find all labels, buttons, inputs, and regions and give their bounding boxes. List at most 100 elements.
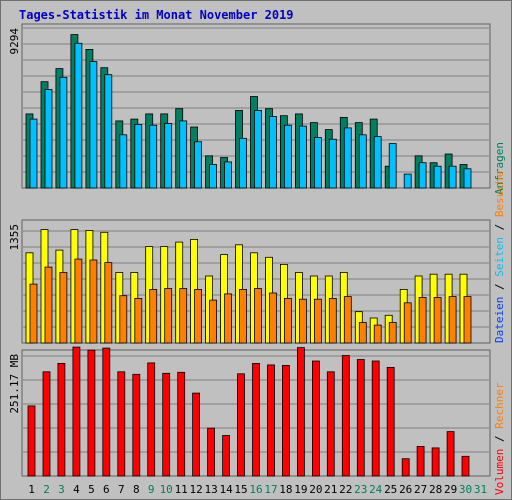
- x-tick-label: 9: [148, 483, 155, 496]
- bar-requests-dateien-3: [59, 76, 68, 189]
- bar-volume-volumen-30: [461, 455, 470, 477]
- x-tick-label: 31: [474, 483, 487, 496]
- bar-volume-volumen-11: [177, 371, 186, 477]
- x-tick-label: 20: [309, 483, 322, 496]
- x-tick-label: 22: [339, 483, 352, 496]
- bar-volume-volumen-8: [132, 373, 141, 477]
- bar-requests-dateien-9: [149, 124, 158, 189]
- bar-volume-volumen-19: [296, 347, 305, 477]
- bar-volume-volumen-22: [341, 355, 350, 477]
- bar-visits-besuche-9: [149, 288, 158, 344]
- bar-visits-besuche-21: [328, 297, 337, 344]
- bar-visits-besuche-12: [194, 288, 203, 344]
- x-tick-label: 1: [28, 483, 35, 496]
- bar-visits-besuche-26: [403, 302, 412, 344]
- bar-visits-besuche-6: [104, 262, 113, 344]
- bar-visits-besuche-5: [89, 259, 98, 344]
- bar-visits-besuche-25: [388, 322, 397, 344]
- x-tick-label: 13: [204, 483, 217, 496]
- bar-requests-dateien-18: [283, 124, 292, 189]
- bar-requests-dateien-16: [254, 110, 262, 189]
- bar-requests-dateien-7: [119, 134, 128, 189]
- bar-volume-volumen-10: [162, 372, 171, 477]
- bar-visits-besuche-30: [463, 296, 472, 344]
- x-tick-label: 4: [73, 483, 80, 496]
- x-tick-label: 2: [43, 483, 50, 496]
- x-tick-label: 14: [219, 483, 233, 496]
- bar-volume-volumen-2: [42, 371, 51, 477]
- bar-visits-besuche-22: [343, 296, 352, 344]
- chart-bars: [25, 34, 472, 477]
- y-max-label: 1355: [8, 224, 21, 251]
- bar-visits-besuche-2: [44, 266, 53, 344]
- bar-requests-dateien-11: [179, 120, 188, 189]
- x-tick-label: 21: [324, 483, 337, 496]
- bar-requests-dateien-17: [269, 116, 277, 189]
- bar-requests-dateien-10: [164, 123, 173, 189]
- x-tick-label: 29: [444, 483, 457, 496]
- bar-requests-dateien-2: [44, 89, 53, 189]
- bar-visits-besuche-16: [254, 288, 262, 344]
- bar-volume-volumen-25: [386, 366, 395, 477]
- x-tick-label: 28: [429, 483, 442, 496]
- bar-visits-besuche-13: [209, 299, 218, 344]
- chart-title: Tages-Statistik im Monat November 2019: [19, 8, 294, 22]
- y-max-label: 251.17 MB: [8, 354, 21, 414]
- bar-volume-volumen-18: [281, 364, 290, 477]
- bar-requests-dateien-6: [104, 74, 113, 189]
- bar-requests-dateien-13: [209, 164, 218, 189]
- bar-requests-dateien-30: [463, 168, 472, 189]
- bar-requests-dateien-8: [134, 124, 143, 189]
- bar-requests-dateien-19: [298, 125, 307, 189]
- bar-requests-dateien-28: [433, 165, 442, 189]
- bar-volume-volumen-12: [192, 392, 201, 477]
- bar-requests-dateien-29: [448, 165, 457, 189]
- y-axis-labels: 9294 1355 251.17 MB: [8, 28, 21, 414]
- bar-volume-volumen-14: [222, 435, 231, 477]
- bar-volume-volumen-1: [27, 405, 36, 477]
- x-tick-label: 10: [160, 483, 173, 496]
- x-tick-label: 5: [88, 483, 95, 496]
- bar-requests-dateien-1: [29, 118, 38, 189]
- y-max-label: 9294: [8, 28, 21, 55]
- x-tick-label: 18: [279, 483, 292, 496]
- x-tick-label: 19: [294, 483, 307, 496]
- bar-requests-dateien-21: [328, 138, 337, 189]
- x-tick-label: 11: [175, 483, 188, 496]
- bar-volume-volumen-15: [237, 373, 245, 477]
- bar-requests-dateien-5: [89, 61, 98, 189]
- x-tick-label: 3: [58, 483, 65, 496]
- bar-visits-besuche-15: [239, 288, 247, 344]
- bar-visits-besuche-24: [373, 324, 382, 344]
- bar-visits-besuche-20: [313, 298, 322, 344]
- bar-visits-besuche-27: [418, 297, 427, 344]
- bar-visits-besuche-4: [74, 258, 83, 344]
- bar-volume-volumen-6: [102, 347, 111, 477]
- bar-volume-volumen-23: [356, 359, 365, 477]
- bar-volume-volumen-4: [72, 346, 81, 477]
- bar-visits-besuche-7: [119, 295, 128, 344]
- x-tick-label: 16: [249, 483, 262, 496]
- x-tick-label: 15: [234, 483, 247, 496]
- x-tick-label: 27: [414, 483, 427, 496]
- bar-volume-volumen-9: [147, 362, 156, 477]
- bar-visits-besuche-14: [224, 293, 233, 344]
- bar-requests-dateien-12: [194, 141, 203, 189]
- bar-requests-dateien-25: [388, 143, 397, 189]
- x-tick-label: 6: [103, 483, 110, 496]
- bar-visits-besuche-28: [433, 297, 442, 344]
- x-tick-label: 25: [384, 483, 397, 496]
- x-axis-labels: 1 2 3 4 5 6 7 8 9 10 11 12 13 14 15 16 17 18 19 20 21 22 23 24 2…: [28, 483, 487, 496]
- bar-visits-besuche-10: [164, 288, 173, 344]
- x-tick-label: 24: [369, 483, 383, 496]
- bar-requests-dateien-26: [403, 173, 412, 189]
- legend-visits: Dateien / Seiten / Besuche: [493, 171, 506, 343]
- bar-requests-dateien-24: [373, 136, 382, 189]
- bar-visits-besuche-3: [59, 272, 68, 344]
- x-tick-label: 30: [459, 483, 472, 496]
- bar-visits-besuche-29: [448, 296, 457, 344]
- x-tick-label: 12: [189, 483, 202, 496]
- x-tick-label: 23: [354, 483, 367, 496]
